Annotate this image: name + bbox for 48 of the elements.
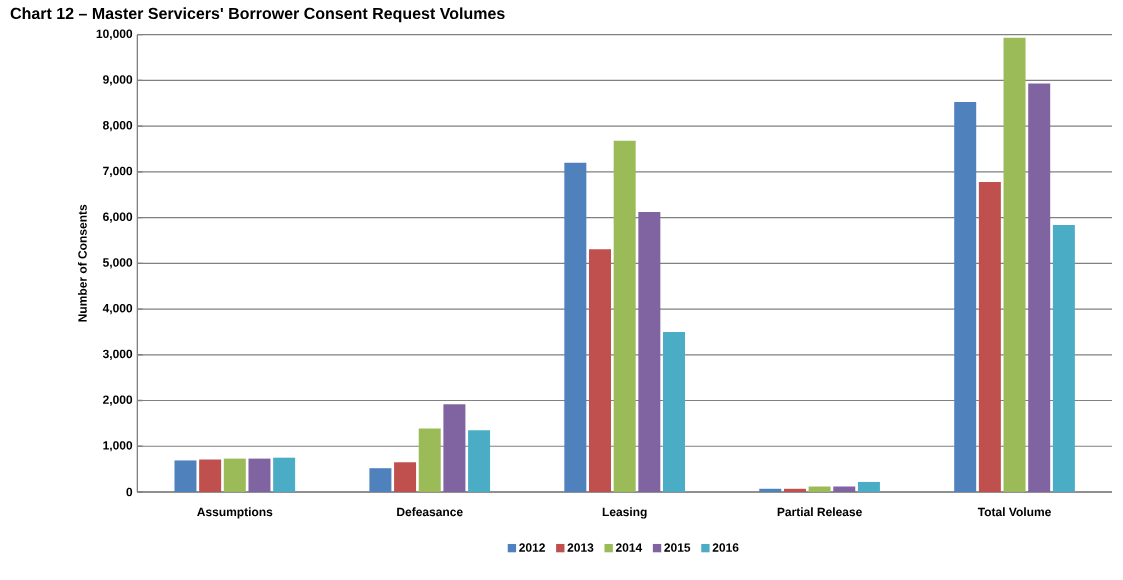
y-tick-label: 1,000 — [103, 441, 133, 452]
y-tick-label: 4,000 — [102, 303, 133, 315]
bar — [638, 212, 661, 492]
x-tick-label: Assumptions — [197, 507, 273, 519]
bar — [394, 462, 417, 492]
bar — [759, 488, 782, 492]
legend-label: 2016 — [712, 543, 739, 552]
bar — [564, 162, 587, 492]
bar — [273, 457, 296, 492]
y-tick-label: 10,000 — [96, 29, 133, 40]
bar — [223, 458, 246, 492]
y-tick-label: 0 — [126, 487, 133, 497]
y-tick-label: 7,000 — [103, 166, 133, 177]
bar — [589, 249, 611, 492]
y-tick-label: 2,000 — [103, 395, 133, 406]
bar — [833, 486, 856, 492]
bar — [954, 101, 977, 492]
bar — [783, 488, 806, 492]
legend-label: 2015 — [664, 543, 691, 552]
bar — [1028, 83, 1051, 492]
y-axis-title: Number of Consents — [77, 204, 87, 322]
bar — [978, 181, 1001, 492]
y-tick-label: 3,000 — [102, 349, 133, 360]
legend-label: 2012 — [519, 543, 545, 552]
y-tick-label: 9,000 — [103, 75, 133, 86]
x-tick-label: Leasing — [602, 507, 647, 519]
x-tick-label: Partial Release — [777, 507, 862, 517]
bar — [613, 140, 636, 492]
bar — [199, 459, 222, 492]
bar — [369, 468, 392, 492]
bar — [857, 481, 880, 492]
y-tick-label: 5,000 — [102, 258, 133, 269]
y-tick-label: 6,000 — [103, 212, 133, 223]
bar — [443, 404, 466, 492]
bar — [808, 486, 831, 492]
x-tick-label: Defeasance — [397, 507, 463, 517]
y-tick-label: 8,000 — [102, 121, 133, 132]
bar — [663, 331, 686, 492]
bar — [1052, 224, 1075, 492]
legend-label: 2014 — [615, 543, 643, 552]
x-tick-label: Total Volume — [977, 507, 1051, 517]
bar — [1003, 37, 1026, 492]
bar — [418, 428, 441, 492]
bar — [174, 460, 197, 492]
bar — [248, 458, 271, 492]
bar — [468, 430, 491, 492]
legend-label: 2013 — [567, 543, 594, 552]
chart-title: Chart 12 – Master Servicers' Borrower Consent Request Volumes — [10, 7, 505, 23]
